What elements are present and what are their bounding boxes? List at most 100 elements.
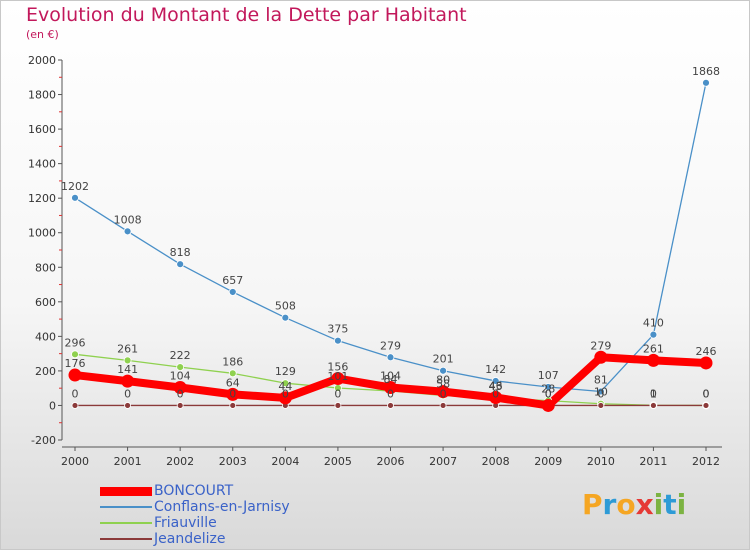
data-point-jeandelize [176,402,184,409]
series-labels: 1202 1008 818 657 508 375 279 201 142 107 81 410 186… [61,65,720,401]
x-tick-label: 2005 [324,455,352,468]
chart-subtitle: (en €) [26,28,59,41]
data-label-boncourt: 0 [545,387,552,400]
y-tick-label: 1400 [28,158,56,171]
logo-letter: P [582,488,603,521]
data-label-friauville: 222 [170,349,191,362]
data-point-conflans [491,377,500,385]
data-label-friauville: 186 [222,355,243,368]
data-label-boncourt: 176 [65,357,86,370]
y-tick-label: 200 [35,365,56,378]
legend: BONCOURT Conflans-en-Jarnisy Friauville … [100,483,290,547]
data-point-boncourt [68,368,82,382]
data-label-conflans: 142 [485,363,506,376]
data-point-jeandelize [229,402,237,409]
data-point-jeandelize [597,402,605,409]
y-tick-label: 0 [49,399,56,412]
data-label-friauville: 101 [327,370,348,383]
y-tick-label: 1600 [28,123,56,136]
data-point-conflans [228,288,237,296]
data-label-conflans: 657 [222,274,243,287]
data-label-jeandelize: 0 [597,387,604,400]
data-label-friauville: 261 [117,342,138,355]
data-label-friauville: 296 [65,336,86,349]
data-label-friauville: 58 [436,377,450,390]
legend-item-boncourt: BONCOURT [100,483,290,499]
data-point-conflans [281,313,290,322]
data-point-boncourt [331,372,345,386]
y-tick-label: 1200 [28,192,56,205]
x-tick-label: 2001 [114,455,142,468]
data-point-friauville [176,363,185,372]
chart-title: Evolution du Montant de la Dette par Hab… [26,4,467,26]
data-label-conflans: 107 [538,369,559,382]
data-label-jeandelize: 0 [124,387,131,400]
data-label-conflans: 201 [433,353,454,366]
data-label-jeandelize: 0 [72,387,79,400]
legend-label-jeandelize: Jeandelize [154,531,226,547]
legend-label-conflans: Conflans-en-Jarnisy [154,499,290,515]
data-label-jeandelize: 0 [334,387,341,400]
data-label-jeandelize: 0 [387,387,394,400]
data-point-conflans [386,353,395,362]
data-point-conflans [544,383,553,391]
x-tick-label: 2009 [534,455,562,468]
legend-label-friauville: Friauville [154,515,217,531]
data-point-boncourt [489,391,503,405]
data-point-friauville [228,369,237,378]
data-point-jeandelize [334,402,342,409]
data-point-jeandelize [702,402,710,409]
legend-item-conflans: Conflans-en-Jarnisy [100,499,290,515]
data-label-boncourt: 156 [327,361,348,374]
data-label-boncourt: 246 [696,345,717,358]
data-label-boncourt: 104 [170,369,191,382]
data-label-conflans: 375 [327,323,348,336]
data-point-boncourt [541,398,555,412]
data-label-jeandelize: 0 [492,387,499,400]
data-point-boncourt [384,380,397,394]
x-tick-label: 2011 [639,455,667,468]
logo-letter: i [676,488,687,521]
data-point-friauville [71,350,79,359]
data-label-jeandelize: 0 [650,387,657,400]
data-point-boncourt [646,353,660,367]
y-tick-label: 1000 [28,227,56,240]
y-tick-label: 600 [35,296,56,309]
data-point-conflans [176,260,185,269]
logo-letter: i [653,488,664,521]
x-tick-label: 2008 [482,455,510,468]
data-point-jeandelize [439,402,447,409]
data-label-friauville: 10 [594,386,608,399]
y-tick-label: -200 [31,434,56,447]
data-point-boncourt [278,391,292,405]
data-point-boncourt [173,380,187,394]
data-label-jeandelize: 0 [177,387,184,400]
data-label-conflans: 279 [380,339,401,352]
data-label-jeandelize: 0 [282,387,289,400]
x-tick-label: 2002 [166,455,194,468]
data-label-conflans: 1202 [61,180,89,193]
data-label-boncourt: 141 [117,363,138,376]
data-label-friauville: 1 [650,387,657,400]
legend-swatch-boncourt [100,486,152,496]
data-label-jeandelize: 0 [229,387,236,400]
data-label-conflans: 1868 [692,65,720,78]
data-label-friauville: 84 [384,373,398,386]
data-point-jeandelize [650,402,657,409]
y-tick-label: 1800 [28,89,56,102]
data-label-conflans: 81 [594,373,608,386]
data-point-boncourt [226,387,240,401]
data-point-conflans [439,366,447,375]
data-label-friauville: 0 [703,387,710,400]
data-label-friauville: 43 [489,380,503,393]
data-point-boncourt [436,385,450,399]
legend-swatch-jeandelize [100,538,152,540]
proxiti-logo: Proxiti [582,488,686,521]
series-points [68,78,713,412]
data-point-conflans [702,78,710,87]
data-label-boncourt: 104 [380,369,401,382]
legend-item-jeandelize: Jeandelize [100,531,290,547]
x-tick-label: 2004 [271,455,299,468]
legend-swatch-friauville [100,522,152,524]
